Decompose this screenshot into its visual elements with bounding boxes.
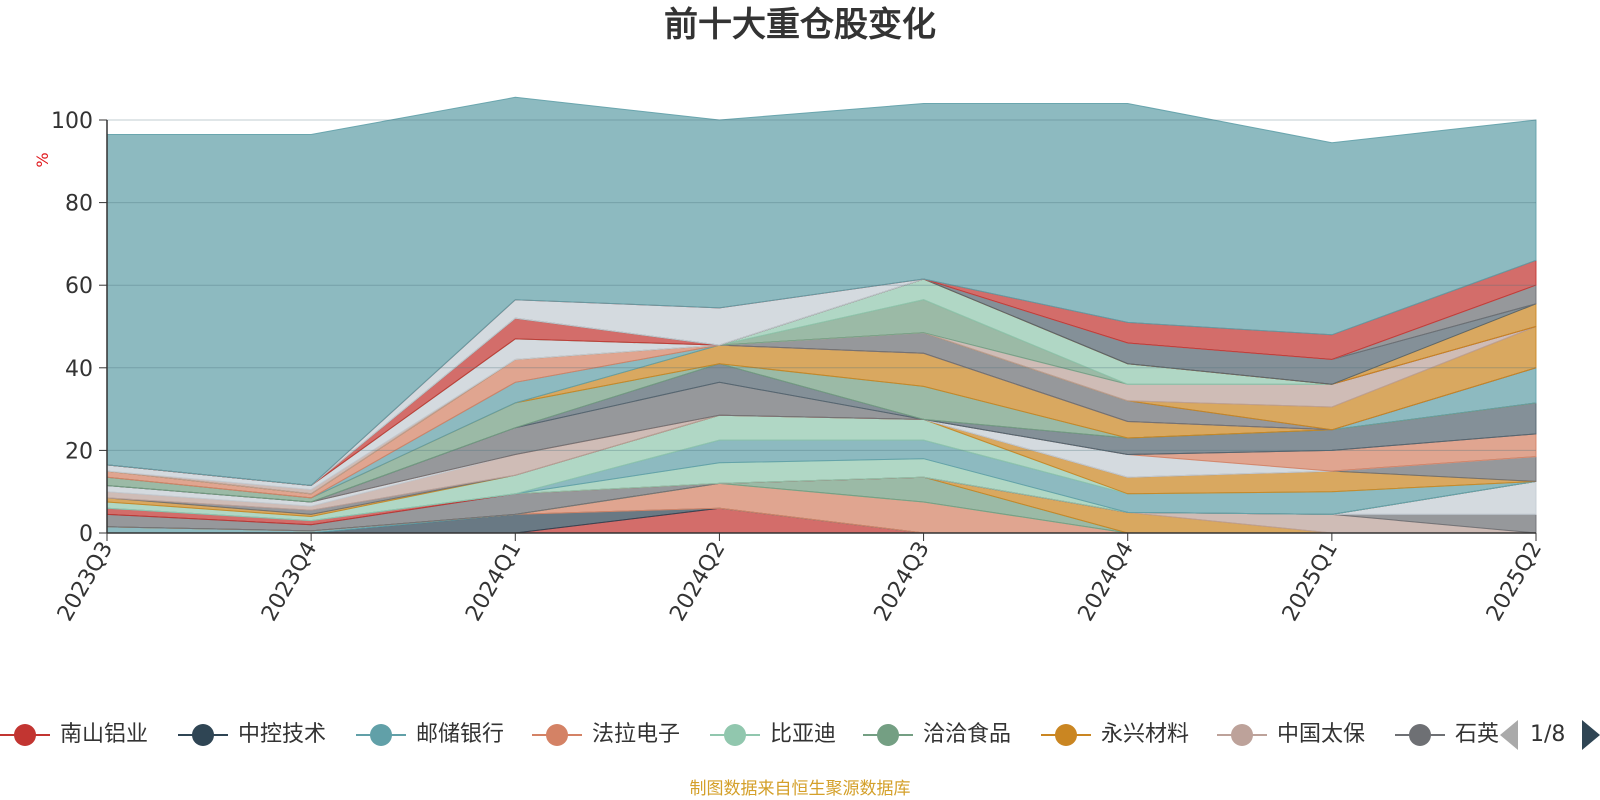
legend-label: 南山铝业 xyxy=(60,722,149,747)
x-tick-label: 2024Q1 xyxy=(461,538,526,626)
legend-label: 永兴材料 xyxy=(1101,722,1190,747)
legend-dot-icon xyxy=(546,724,568,746)
legend-dot-icon xyxy=(1409,724,1431,746)
x-tick-label: 2024Q3 xyxy=(869,538,934,626)
stacked-area-chart: 0 20 40 60 80 100 2023Q3 2023Q4 2024Q1 2024Q2 2024… xyxy=(33,96,1547,626)
chart-title: 前十大重仓股变化 xyxy=(664,5,936,45)
x-tick-label: 2024Q2 xyxy=(665,538,730,626)
gridlines xyxy=(107,119,1536,451)
x-tick-label: 2024Q4 xyxy=(1074,538,1139,626)
x-tick-label: 2023Q3 xyxy=(53,538,118,626)
legend-label: 中国太保 xyxy=(1277,722,1366,747)
y-tick-label: 40 xyxy=(65,357,93,382)
legend-label: 邮储银行 xyxy=(416,722,505,747)
legend-page-indicator: 1/8 xyxy=(1530,722,1566,747)
source-note: 制图数据来自恒生聚源数据库 xyxy=(689,779,911,799)
x-tick-label: 2023Q4 xyxy=(257,538,322,626)
legend-dot-icon xyxy=(1055,724,1077,746)
legend-next-page-icon[interactable] xyxy=(1582,720,1600,750)
legend-dot-icon xyxy=(1231,724,1253,746)
legend-label: 比亚迪 xyxy=(770,722,837,747)
legend-dot-icon xyxy=(724,724,746,746)
legend-label: 中控技术 xyxy=(238,722,327,747)
legend-prev-page-icon[interactable] xyxy=(1500,720,1518,750)
y-tick-label: 0 xyxy=(79,522,93,547)
legend-label: 石英股份 xyxy=(1455,722,1500,747)
y-tick-label: 60 xyxy=(65,274,93,299)
legend-dot-icon xyxy=(14,724,36,746)
legend-dot-icon xyxy=(877,724,899,746)
y-tick-label: 100 xyxy=(51,109,93,134)
legend-label: 洽洽食品 xyxy=(923,722,1012,747)
y-axis-unit-label: % xyxy=(33,152,52,167)
x-tick-label: 2025Q1 xyxy=(1278,538,1343,626)
legend-label: 法拉电子 xyxy=(592,722,681,747)
y-tick-label: 80 xyxy=(65,192,93,217)
legend-dot-icon xyxy=(370,724,392,746)
legend: 南山铝业 中控技术 邮储银行 法拉电子 比亚迪 洽洽食品 永兴材料 中国太保 石英股份 xyxy=(0,715,1500,755)
x-tick-label: 2025Q2 xyxy=(1482,538,1547,626)
area-series-layer xyxy=(106,96,1537,534)
area-series-series-39 xyxy=(106,96,1537,487)
legend-dot-icon xyxy=(192,724,214,746)
y-tick-label: 20 xyxy=(65,439,93,464)
